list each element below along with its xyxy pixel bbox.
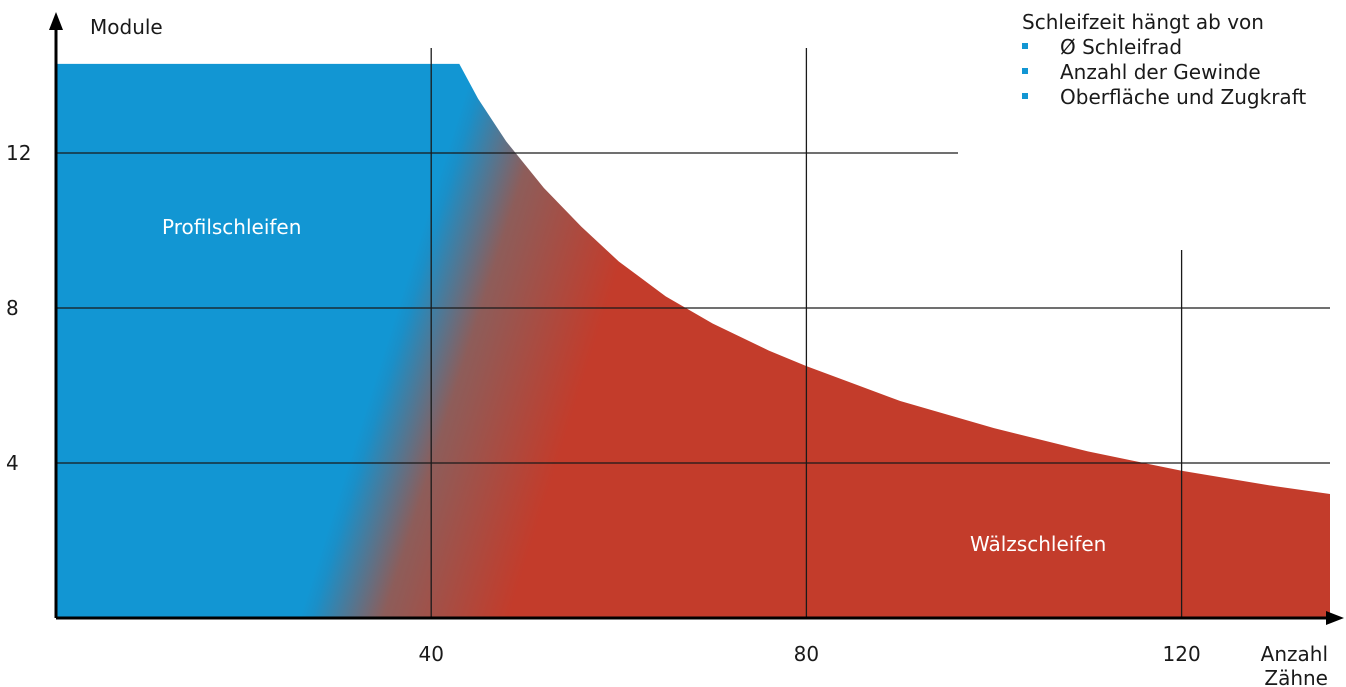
x-tick-label: 40: [418, 642, 443, 666]
legend-items: Ø Schleifrad Anzahl der Gewinde Oberfläc…: [1022, 35, 1342, 110]
y-tick-label: 4: [6, 451, 19, 475]
y-tick-label: 12: [6, 141, 31, 165]
legend-title: Schleifzeit hängt ab von: [1022, 10, 1264, 34]
legend: Schleifzeit hängt ab von Ø Schleifrad An…: [1022, 10, 1342, 110]
x-axis-label-line2: Zähne: [1264, 666, 1328, 687]
legend-item: Oberfläche und Zugkraft: [1022, 85, 1342, 110]
legend-item: Anzahl der Gewinde: [1022, 60, 1342, 85]
x-tick-label: 120: [1163, 642, 1201, 666]
region-label-waelzschleifen: Wälzschleifen: [970, 532, 1106, 556]
y-tick-label: 8: [6, 296, 19, 320]
area-fill: [56, 63, 1330, 618]
legend-item: Ø Schleifrad: [1022, 35, 1342, 60]
x-axis-label-line1: Anzahl: [1261, 642, 1328, 666]
x-tick-label: 80: [794, 642, 819, 666]
legend-item-label: Ø Schleifrad: [1060, 35, 1183, 59]
legend-item-label: Anzahl der Gewinde: [1060, 60, 1261, 84]
y-axis-label: Module: [90, 15, 163, 39]
legend-item-label: Oberfläche und Zugkraft: [1060, 85, 1307, 109]
square-bullet-icon: [1022, 93, 1028, 99]
x-axis-arrow-icon: [1326, 611, 1344, 625]
square-bullet-icon: [1022, 68, 1028, 74]
y-axis-arrow-icon: [49, 12, 63, 30]
square-bullet-icon: [1022, 43, 1028, 49]
region-label-profilschleifen: Profilschleifen: [162, 215, 301, 239]
